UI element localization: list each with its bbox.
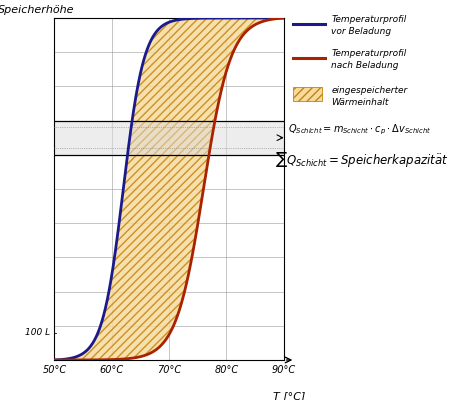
Text: T [°C]: T [°C] <box>273 391 306 400</box>
Text: $Q_{\mathit{Schicht}} = m_{\mathit{Schicht}} \cdot c_p \cdot \Delta v_{\mathit{S: $Q_{\mathit{Schicht}} = m_{\mathit{Schic… <box>288 122 432 137</box>
Text: Temperaturprofil: Temperaturprofil <box>331 50 407 58</box>
Text: Temperaturprofil: Temperaturprofil <box>331 16 407 24</box>
Text: 100 L: 100 L <box>25 328 50 337</box>
Bar <box>54 121 284 155</box>
Text: Speicherhöhe: Speicherhöhe <box>0 4 74 14</box>
Text: eingespeicherter: eingespeicherter <box>331 86 408 95</box>
Text: nach Beladung: nach Beladung <box>331 62 399 70</box>
Text: vor Beladung: vor Beladung <box>331 28 391 36</box>
Text: Wärmeinhalt: Wärmeinhalt <box>331 98 389 106</box>
Text: $\sum Q_{\mathit{Schicht}} = \mathit{Speicherkapazit\ddot{a}t}$: $\sum Q_{\mathit{Schicht}} = \mathit{Spe… <box>275 150 449 169</box>
